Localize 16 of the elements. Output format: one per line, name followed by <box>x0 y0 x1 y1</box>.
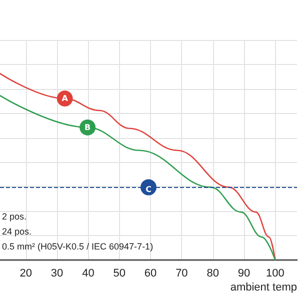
x-tick-label: 100 <box>266 268 284 280</box>
annotation: B <box>84 122 91 132</box>
x-tick-label: 30 <box>50 268 64 280</box>
x-tick-label: 70 <box>176 268 188 280</box>
ref-line-label: C <box>146 184 152 194</box>
x-tick-label: 40 <box>82 268 94 280</box>
x-tick-label: 60 <box>144 268 157 280</box>
x-tick-label: 20 <box>20 268 32 280</box>
annotation: A <box>62 94 69 104</box>
x-tick-label: 50 <box>113 268 126 280</box>
annotation: 0.5 mm² (H05V-K0.5 / IEC 60947-7-1) <box>2 242 154 252</box>
annotation: 2 pos. <box>2 212 27 222</box>
x-tick-label: 80 <box>206 268 219 280</box>
x-axis-title: ambient temp <box>230 282 297 294</box>
annotation: 24 pos. <box>2 226 32 236</box>
x-tick-label: 90 <box>238 268 250 280</box>
